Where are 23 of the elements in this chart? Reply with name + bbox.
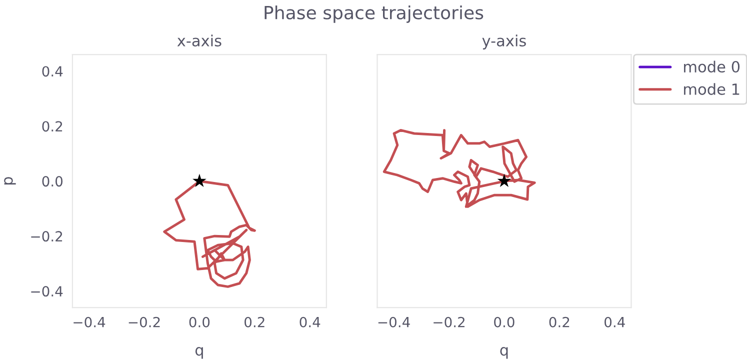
chart-title: y-axis: [482, 34, 526, 50]
x-tick-label: −0.4: [378, 316, 410, 328]
y-tick-label: −0.4: [31, 286, 63, 297]
x-tick-label: −0.4: [74, 316, 106, 328]
y-tick-label: 0.4: [42, 66, 63, 77]
x-tick-label: 0.0: [189, 316, 210, 328]
x-axis-title: q: [195, 346, 203, 359]
x-tick-label: −0.2: [128, 316, 160, 328]
x-tick-label: 0.2: [549, 316, 570, 328]
x-tick-label: 0.2: [244, 316, 264, 328]
legend-label: mode 0: [684, 60, 740, 73]
x-axis-title: q: [500, 346, 508, 359]
y-tick-label: 0.2: [42, 121, 62, 132]
x-tick-label: 0.4: [604, 316, 625, 328]
legend-label: mode 1: [684, 83, 740, 95]
x-tick-label: 0.4: [300, 316, 320, 328]
y-axis-title: p: [4, 177, 16, 185]
text: Phase space trajectories: [264, 5, 484, 23]
x-tick-label: −0.2: [434, 316, 464, 328]
y-tick-label: 0.0: [42, 176, 63, 187]
y-tick-label: −0.2: [31, 231, 62, 242]
chart-title: x-axis: [177, 34, 222, 46]
x-tick-label: 0.0: [494, 316, 514, 328]
